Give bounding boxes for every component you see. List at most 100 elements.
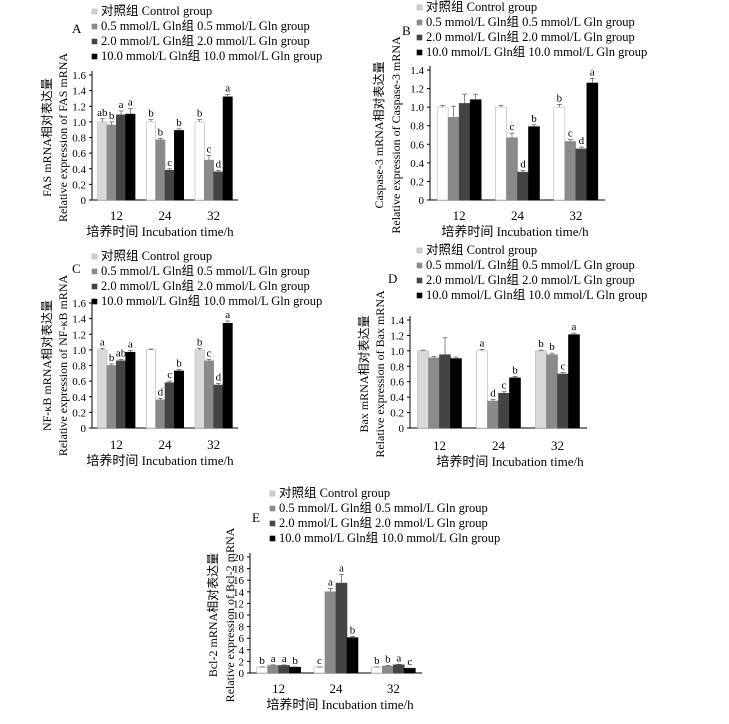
bar-e-12-s3 xyxy=(289,666,301,674)
bar-d-12-s2 xyxy=(439,354,451,429)
legend-entry-2: 2.0 mmol/L Gln组 2.0 mmol/L Gln group xyxy=(426,30,635,44)
legend-entry-0: 对照组 Control group xyxy=(101,249,212,263)
y-tick-label: 12 xyxy=(233,598,244,610)
legend-swatch-2 xyxy=(91,38,98,45)
y-tick-label: 0.6 xyxy=(390,377,404,389)
bar-e-12-s2 xyxy=(278,665,290,674)
legend-swatch-2 xyxy=(269,520,276,527)
y-tick-label: 0 xyxy=(399,423,405,435)
y-tick-label: 1.2 xyxy=(410,84,424,96)
significance-letter: ab xyxy=(116,347,127,359)
x-category-label: 12 xyxy=(110,437,123,452)
significance-letter: b xyxy=(385,653,391,665)
significance-letter: b xyxy=(109,110,115,122)
significance-letter: a xyxy=(225,309,230,321)
y-tick-label: 14 xyxy=(233,587,245,599)
x-category-label: 32 xyxy=(551,438,564,453)
bar-b-24-s0 xyxy=(495,106,507,201)
bar-d-32-s3 xyxy=(568,334,580,429)
significance-letter: a xyxy=(396,652,401,664)
bar-a-32-s2 xyxy=(213,171,224,201)
bar-c-32-s0 xyxy=(194,349,205,429)
significance-letter: b xyxy=(197,336,203,348)
bar-d-24-s1 xyxy=(487,400,499,429)
bar-c-12-s3 xyxy=(125,351,136,429)
significance-letter: b xyxy=(259,655,265,667)
significance-letter: a xyxy=(100,336,105,348)
y-tick-label: 1.4 xyxy=(72,314,86,326)
legend-entry-1: 0.5 mmol/L Gln组 0.5 mmol/L Gln group xyxy=(279,501,488,515)
y-axis-label-en: Relative expression of Bax mRNA xyxy=(373,290,387,458)
legend-entry-2: 2.0 mmol/L Gln组 2.0 mmol/L Gln group xyxy=(279,516,488,530)
y-tick-label: 0.4 xyxy=(72,392,86,404)
legend-swatch-0 xyxy=(416,247,423,254)
significance-letter: b xyxy=(109,352,115,364)
bar-c-24-s3 xyxy=(174,370,185,429)
y-axis-label-cn: Bcl-2 mRNA相对表达量 xyxy=(206,553,220,677)
y-tick-label: 1.0 xyxy=(72,117,86,129)
significance-letter: c xyxy=(317,655,322,667)
y-tick-label: 0.8 xyxy=(72,361,86,373)
y-tick-label: 1.2 xyxy=(72,329,86,341)
bar-b-12-s3 xyxy=(469,99,482,201)
y-tick-label: 1.0 xyxy=(390,346,404,358)
y-tick-label: 1.6 xyxy=(72,298,86,310)
bar-b-12-s2 xyxy=(458,103,471,201)
bar-a-12-s3 xyxy=(125,113,136,201)
x-axis-label: 培养时间 Incubation time/h xyxy=(86,224,234,239)
y-tick-label: 1.4 xyxy=(72,86,86,98)
legend-entry-3: 10.0 mmol/L Gln组 10.0 mmol/L Gln group xyxy=(101,49,322,63)
significance-letter: c xyxy=(510,121,515,133)
bar-c-32-s1 xyxy=(204,360,214,429)
bar-b-24-s2 xyxy=(517,171,529,201)
significance-letter: b xyxy=(557,92,563,104)
legend-swatch-2 xyxy=(416,34,423,41)
y-axis-label-cn: Bax mRNA相对表达量 xyxy=(357,315,371,432)
legend-entry-0: 对照组 Control group xyxy=(426,243,537,257)
bar-b-24-s1 xyxy=(506,137,518,201)
significance-letter: b xyxy=(197,108,203,120)
y-tick-label: 0 xyxy=(81,423,87,435)
significance-letter: b xyxy=(176,357,182,369)
y-tick-label: 0.8 xyxy=(390,361,404,373)
significance-letter: d xyxy=(158,386,164,398)
x-category-label: 32 xyxy=(207,208,220,223)
bar-b-32-s3 xyxy=(586,82,599,201)
bar-b-24-s3 xyxy=(528,126,540,201)
significance-letter: a xyxy=(480,337,485,349)
legend-entry-0: 对照组 Control group xyxy=(426,0,537,14)
legend-swatch-2 xyxy=(416,277,423,284)
panel-letter: D xyxy=(388,271,397,286)
significance-letter: c xyxy=(167,157,172,169)
bar-d-12-s3 xyxy=(450,358,462,429)
legend-swatch-0 xyxy=(416,4,423,11)
bar-d-24-s3 xyxy=(509,377,521,429)
bar-a-24-s1 xyxy=(155,139,166,201)
panel-letter: B xyxy=(402,23,411,38)
y-tick-label: 0.4 xyxy=(410,158,424,170)
bar-e-32-s2 xyxy=(393,664,405,674)
bar-a-32-s3 xyxy=(222,96,233,201)
bar-d-32-s1 xyxy=(546,354,558,429)
legend-swatch-1 xyxy=(91,268,98,275)
legend-swatch-3 xyxy=(91,298,98,305)
legend-entry-1: 0.5 mmol/L Gln组 0.5 mmol/L Gln group xyxy=(426,258,635,272)
significance-letter: a xyxy=(572,321,577,333)
bar-a-12-s2 xyxy=(116,114,126,201)
legend-entry-0: 对照组 Control group xyxy=(279,486,390,500)
x-category-label: 24 xyxy=(492,438,506,453)
y-tick-label: 0.4 xyxy=(390,392,404,404)
bar-b-32-s1 xyxy=(564,141,577,201)
significance-letter: a xyxy=(225,83,230,95)
significance-letter: d xyxy=(579,135,585,147)
significance-letter: b xyxy=(350,624,356,636)
legend-entry-1: 0.5 mmol/L Gln组 0.5 mmol/L Gln group xyxy=(101,19,310,33)
bar-e-12-s1 xyxy=(267,665,279,674)
legend-swatch-1 xyxy=(269,505,276,512)
significance-letter: c xyxy=(207,143,212,155)
y-tick-label: 16 xyxy=(233,575,245,587)
y-tick-label: 0.2 xyxy=(72,179,86,191)
bar-e-24-s2 xyxy=(335,582,348,674)
y-tick-label: 4 xyxy=(239,645,245,657)
significance-letter: a xyxy=(128,339,133,351)
